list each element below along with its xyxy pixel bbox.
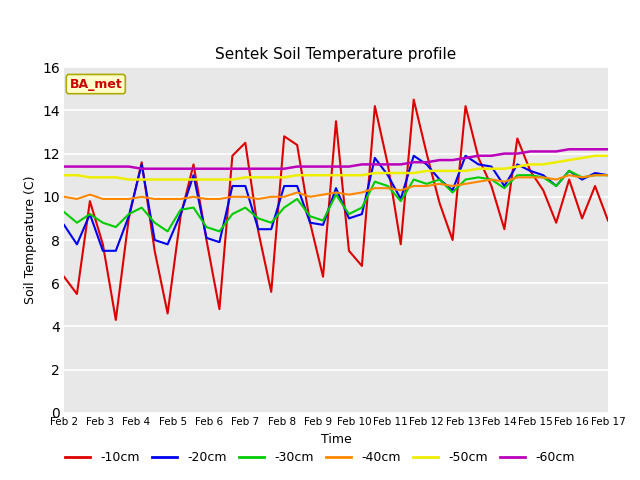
Y-axis label: Soil Temperature (C): Soil Temperature (C)	[24, 176, 36, 304]
Legend: -10cm, -20cm, -30cm, -40cm, -50cm, -60cm: -10cm, -20cm, -30cm, -40cm, -50cm, -60cm	[60, 446, 580, 469]
Text: BA_met: BA_met	[69, 78, 122, 91]
X-axis label: Time: Time	[321, 432, 351, 445]
Title: Sentek Soil Temperature profile: Sentek Soil Temperature profile	[216, 47, 456, 62]
